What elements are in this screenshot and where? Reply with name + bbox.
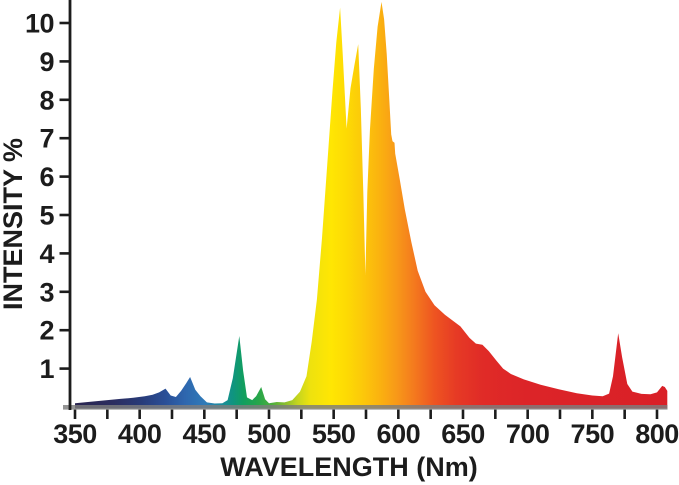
x-axis-line (63, 405, 668, 410)
y-tick-label: 1 (39, 354, 54, 384)
x-axis-ticks (73, 409, 659, 419)
y-tick-label: 4 (39, 239, 54, 269)
y-axis-ticks (59, 21, 70, 370)
x-tick-label: 400 (118, 419, 162, 449)
x-tick-label: 800 (635, 419, 679, 449)
x-axis-title: WAVELENGTH (Nm) (220, 452, 478, 482)
spectrum-area (75, 1, 668, 409)
y-tick-label: 10 (25, 9, 54, 39)
y-axis-tick-labels: 1 2 3 4 5 6 7 8 9 10 (25, 9, 55, 385)
x-tick-label: 750 (571, 419, 615, 449)
y-axis-line (68, 0, 72, 410)
x-tick-label: 350 (53, 419, 97, 449)
y-tick-label: 8 (39, 85, 54, 115)
y-tick-label: 5 (39, 201, 54, 231)
x-tick-label: 500 (247, 419, 291, 449)
x-axis-tick-labels: 350 400 450 500 550 600 650 700 750 800 (53, 419, 679, 449)
y-tick-label: 2 (39, 316, 54, 346)
y-tick-label: 6 (39, 162, 54, 192)
y-tick-label: 7 (39, 124, 54, 154)
x-tick-label: 450 (183, 419, 227, 449)
y-tick-label: 3 (39, 277, 54, 307)
y-tick-label: 9 (39, 47, 54, 77)
x-tick-label: 550 (312, 419, 356, 449)
x-tick-label: 650 (441, 419, 485, 449)
x-tick-label: 700 (506, 419, 550, 449)
x-tick-label: 600 (377, 419, 421, 449)
y-axis-title: INTENSITY % (0, 138, 28, 310)
